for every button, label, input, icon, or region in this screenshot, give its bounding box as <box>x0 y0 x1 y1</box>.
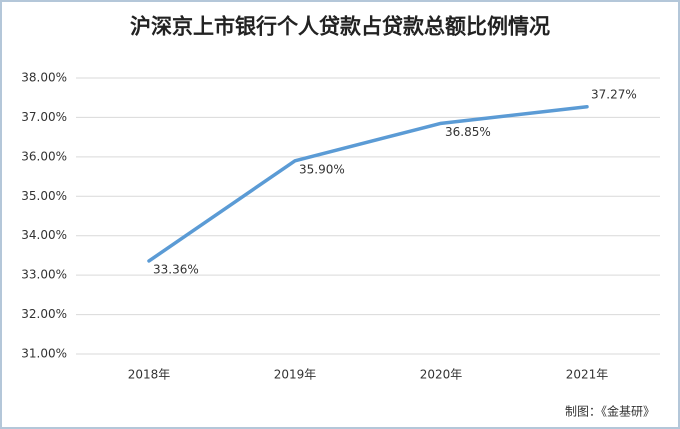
y-tick-label: 36.00% <box>21 149 67 163</box>
x-tick-label: 2021年 <box>566 368 609 382</box>
x-tick-label: 2020年 <box>420 368 463 382</box>
y-tick-label: 31.00% <box>21 347 67 361</box>
y-tick-label: 35.00% <box>21 189 67 203</box>
chart-title: 沪深京上市银行个人贷款占贷款总额比例情况 <box>130 14 550 39</box>
y-tick-label: 38.00% <box>21 71 67 85</box>
y-tick-label: 37.00% <box>21 110 67 124</box>
data-label: 36.85% <box>445 125 491 139</box>
data-label: 33.36% <box>153 262 199 276</box>
y-tick-label: 33.00% <box>21 268 67 282</box>
data-label: 35.90% <box>299 162 345 176</box>
x-tick-label: 2018年 <box>128 368 171 382</box>
x-tick-label: 2019年 <box>274 368 317 382</box>
data-line <box>147 105 589 263</box>
y-tick-label: 32.00% <box>21 307 67 321</box>
data-label: 37.27% <box>591 87 637 101</box>
y-tick-label: 34.00% <box>21 228 67 242</box>
source-note: 制图：《金基研》 <box>565 404 655 419</box>
